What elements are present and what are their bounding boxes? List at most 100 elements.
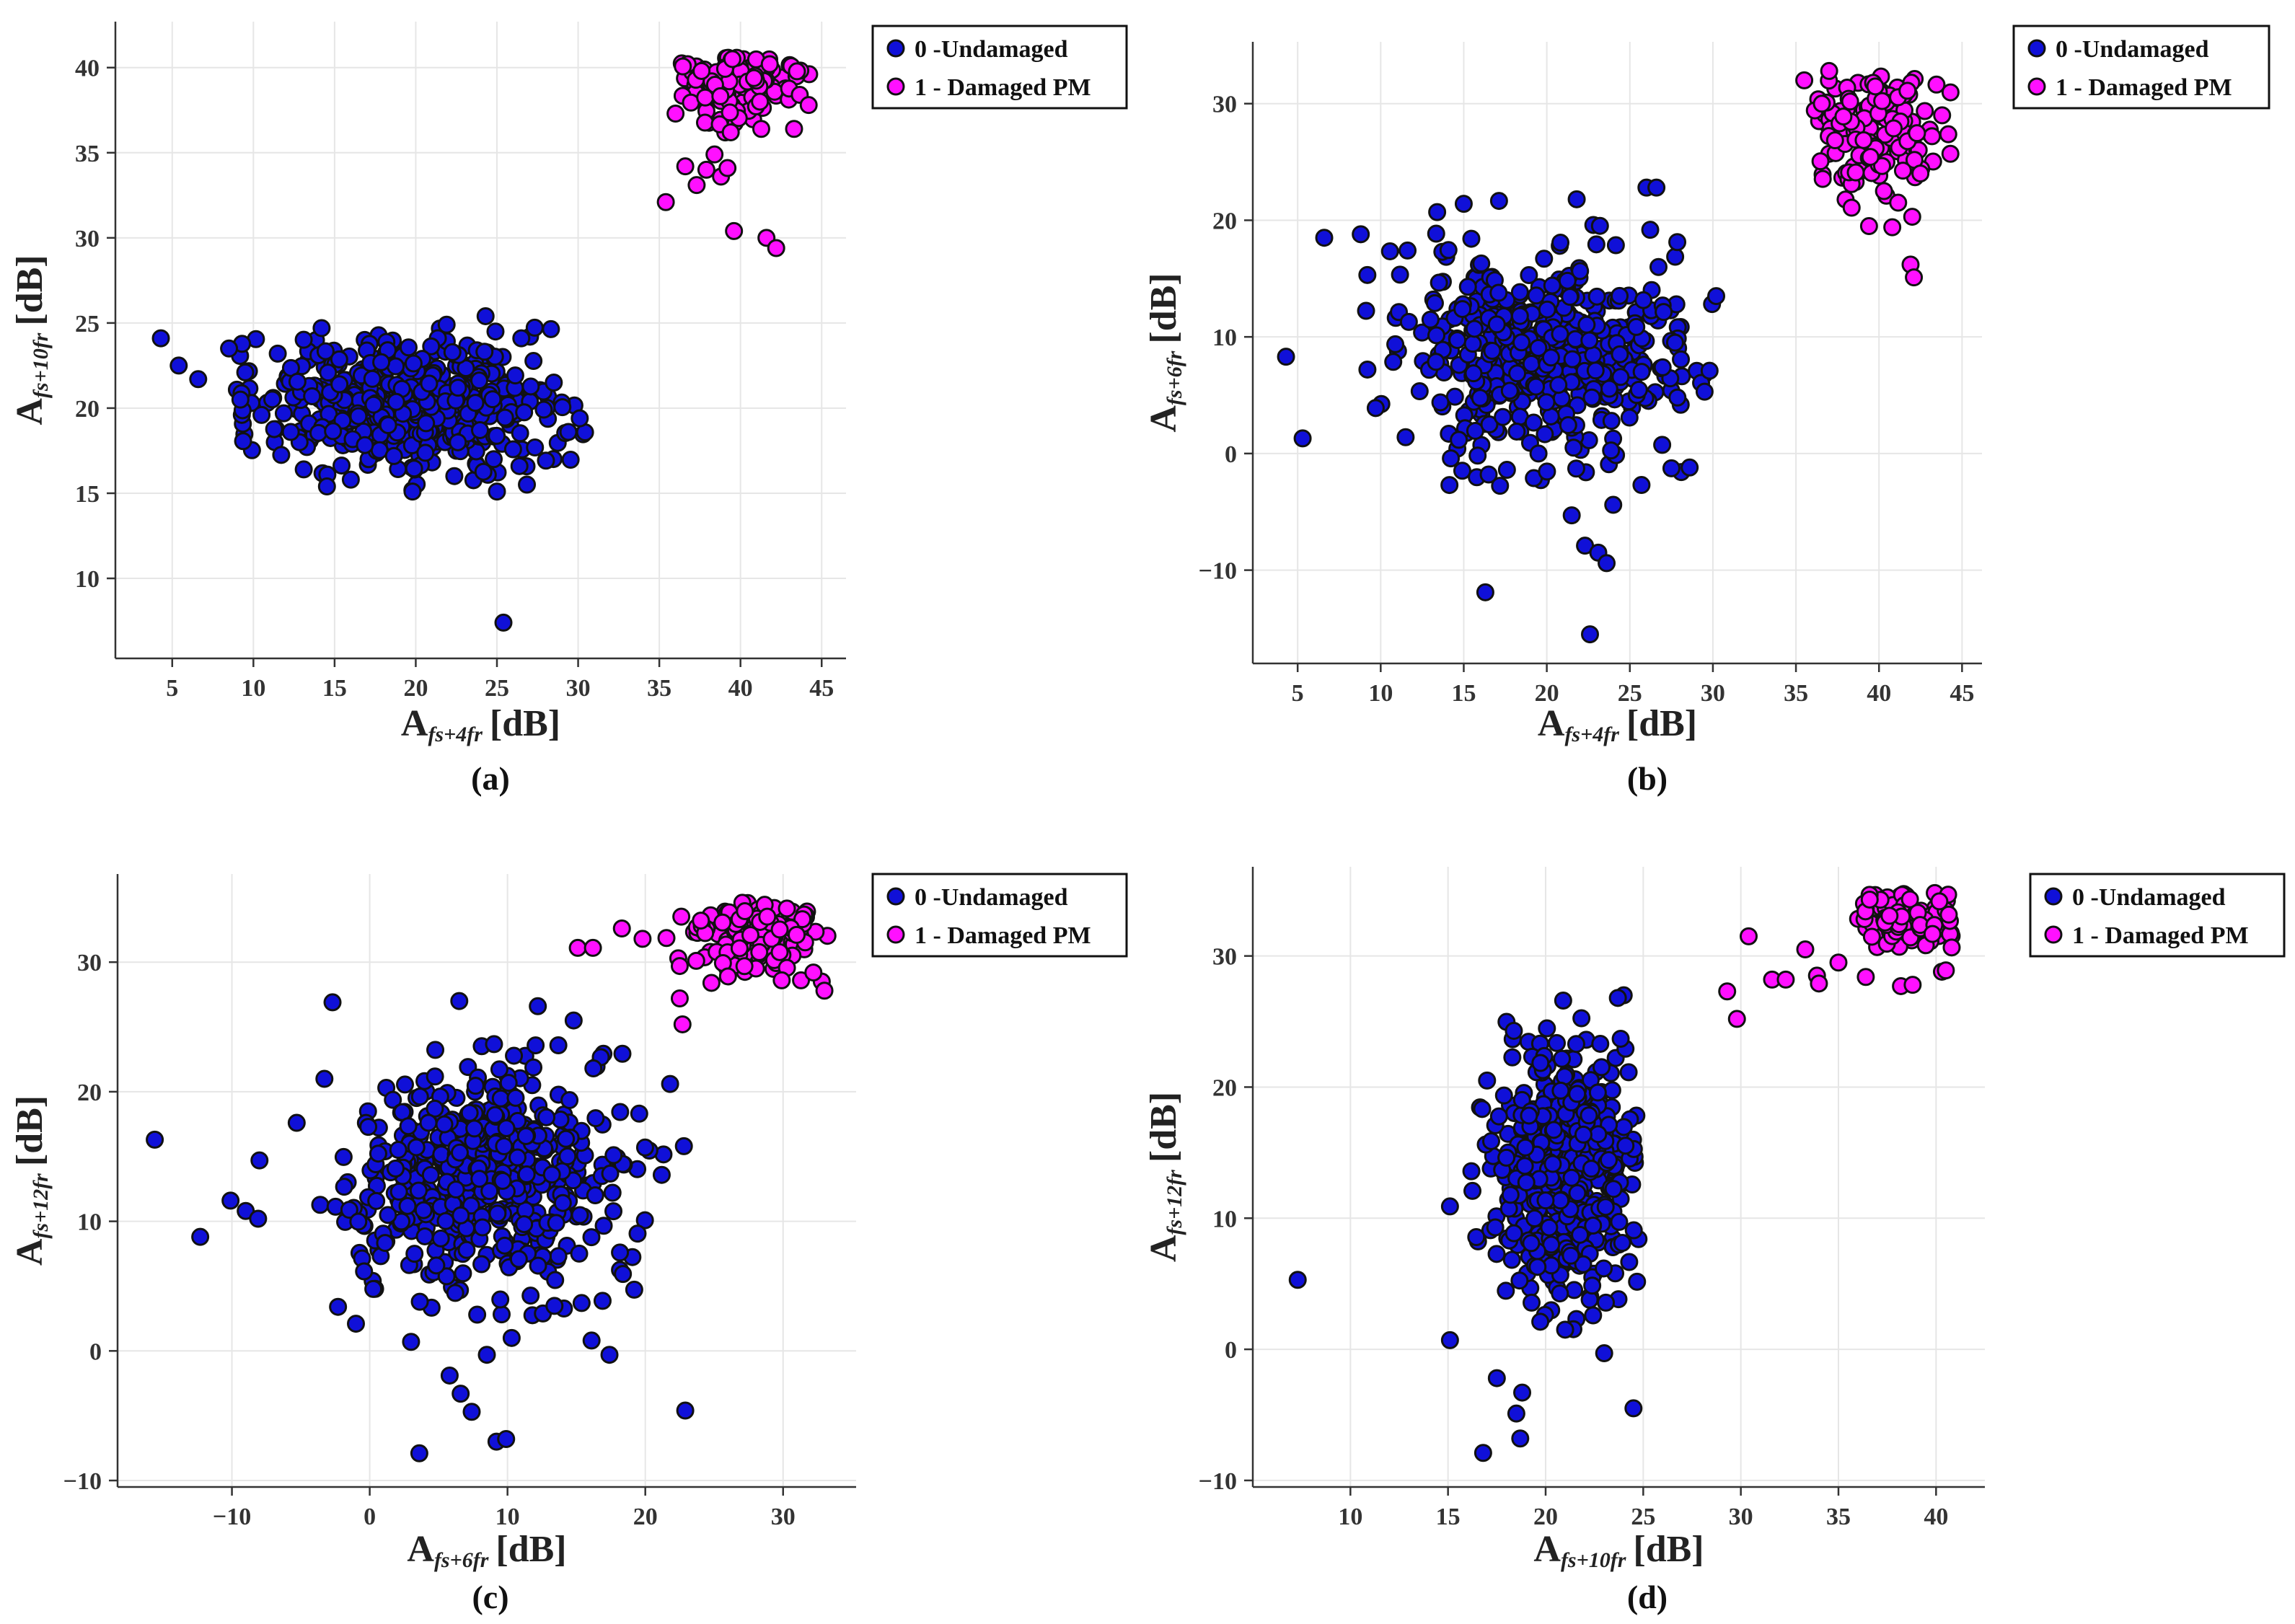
- point-undamaged: [1505, 1224, 1523, 1243]
- point-undamaged: [435, 1115, 454, 1134]
- point-undamaged: [1536, 425, 1554, 443]
- x-axis-label: Afs+6fr [dB]: [407, 1529, 566, 1572]
- point-undamaged: [386, 1159, 405, 1178]
- point-undamaged: [451, 1206, 470, 1224]
- point-undamaged: [1589, 1125, 1608, 1144]
- point-undamaged: [1398, 241, 1417, 260]
- legend-label-undamaged: 0 -Undamaged: [915, 884, 1068, 911]
- point-undamaged: [1489, 1107, 1508, 1126]
- point-undamaged: [1482, 1131, 1501, 1150]
- point-undamaged: [545, 374, 563, 392]
- point-undamaged: [1606, 236, 1625, 255]
- point-undamaged: [1440, 1197, 1459, 1216]
- point-undamaged: [1391, 265, 1409, 284]
- panel-label: (b): [1627, 760, 1668, 797]
- point-undamaged: [603, 1183, 622, 1202]
- point-undamaged: [1632, 363, 1651, 381]
- point-undamaged: [497, 1430, 516, 1449]
- point-undamaged: [356, 436, 374, 454]
- point-damaged: [1898, 81, 1917, 100]
- point-undamaged: [1564, 438, 1583, 457]
- point-undamaged: [1489, 283, 1508, 302]
- point-undamaged: [614, 1265, 633, 1284]
- point-undamaged: [1522, 1234, 1541, 1253]
- legend: 0 -Undamaged 1 - Damaged PM: [2012, 25, 2270, 110]
- point-undamaged: [572, 1294, 591, 1312]
- legend-marker-damaged: [886, 925, 905, 944]
- point-undamaged: [1543, 1155, 1562, 1173]
- point-damaged: [1903, 208, 1921, 226]
- point-damaged: [633, 930, 652, 948]
- point-undamaged: [1596, 1198, 1615, 1217]
- point-undamaged: [515, 1215, 534, 1234]
- y-axis-label-unit: [dB]: [1143, 273, 1184, 343]
- point-undamaged: [335, 1178, 353, 1196]
- point-undamaged: [524, 352, 543, 371]
- point-undamaged: [571, 1206, 589, 1224]
- point-undamaged: [512, 329, 531, 348]
- point-undamaged: [1525, 1209, 1544, 1228]
- legend-box: [871, 873, 1128, 958]
- point-damaged: [1903, 976, 1922, 994]
- x-axis-label-unit: [dB]: [490, 703, 560, 744]
- point-undamaged: [1653, 358, 1672, 376]
- point-undamaged: [1491, 477, 1510, 495]
- point-damaged: [1941, 144, 1960, 163]
- point-undamaged: [1358, 265, 1377, 284]
- point-undamaged: [414, 1201, 433, 1219]
- point-undamaged: [324, 422, 343, 441]
- x-tick-label: 35: [1826, 1504, 1851, 1530]
- point-undamaged: [495, 408, 514, 427]
- panel-label: (c): [472, 1579, 508, 1615]
- x-tick-label: 30: [771, 1504, 796, 1530]
- point-undamaged: [1472, 254, 1491, 273]
- point-undamaged: [1513, 1383, 1532, 1402]
- point-undamaged: [1627, 317, 1646, 336]
- point-undamaged: [1421, 310, 1440, 329]
- point-undamaged: [1595, 1344, 1613, 1363]
- point-undamaged: [1529, 338, 1548, 357]
- point-undamaged: [421, 1165, 440, 1184]
- point-undamaged: [389, 1183, 408, 1201]
- legend-marker-damaged: [2044, 925, 2063, 944]
- x-axis-label-sub: fs+10fr: [1561, 1548, 1626, 1572]
- y-axis-label: Afs+12fr [dB]: [9, 1095, 53, 1266]
- point-damaged: [666, 104, 685, 123]
- point-undamaged: [537, 451, 555, 470]
- x-tick-label: 45: [809, 675, 834, 702]
- legend-marker-undamaged: [2027, 39, 2046, 58]
- point-undamaged: [1527, 377, 1546, 396]
- point-undamaged: [1522, 355, 1541, 374]
- point-undamaged: [449, 433, 467, 451]
- point-damaged: [1859, 217, 1878, 236]
- x-tick-label: 15: [1451, 680, 1476, 707]
- point-undamaged: [1611, 286, 1629, 305]
- point-undamaged: [488, 1204, 507, 1223]
- point-undamaged: [561, 451, 580, 469]
- point-undamaged: [1293, 429, 1312, 448]
- point-damaged: [705, 145, 724, 164]
- point-damaged: [1811, 152, 1830, 171]
- point-undamaged: [1440, 476, 1459, 495]
- point-undamaged: [516, 1126, 535, 1145]
- point-undamaged: [525, 318, 544, 337]
- x-tick-label: 15: [1436, 1504, 1461, 1530]
- point-undamaged: [231, 390, 250, 409]
- point-undamaged: [676, 1401, 695, 1420]
- point-undamaged: [189, 370, 208, 389]
- point-undamaged: [1563, 350, 1582, 369]
- point-undamaged: [594, 1217, 613, 1235]
- point-undamaged: [1465, 319, 1484, 338]
- point-undamaged: [466, 1077, 485, 1095]
- point-undamaged: [436, 1212, 455, 1230]
- x-tick-label: 40: [728, 675, 753, 702]
- point-undamaged: [1520, 1106, 1538, 1125]
- y-tick-label: 0: [89, 1338, 102, 1365]
- x-axis-label: Afs+10fr [dB]: [1533, 1529, 1704, 1572]
- point-undamaged: [1541, 348, 1560, 367]
- point-undamaged: [553, 1193, 572, 1212]
- point-damaged: [1939, 905, 1958, 924]
- point-undamaged: [490, 1060, 508, 1079]
- point-undamaged: [1628, 1272, 1647, 1291]
- point-undamaged: [502, 1328, 521, 1347]
